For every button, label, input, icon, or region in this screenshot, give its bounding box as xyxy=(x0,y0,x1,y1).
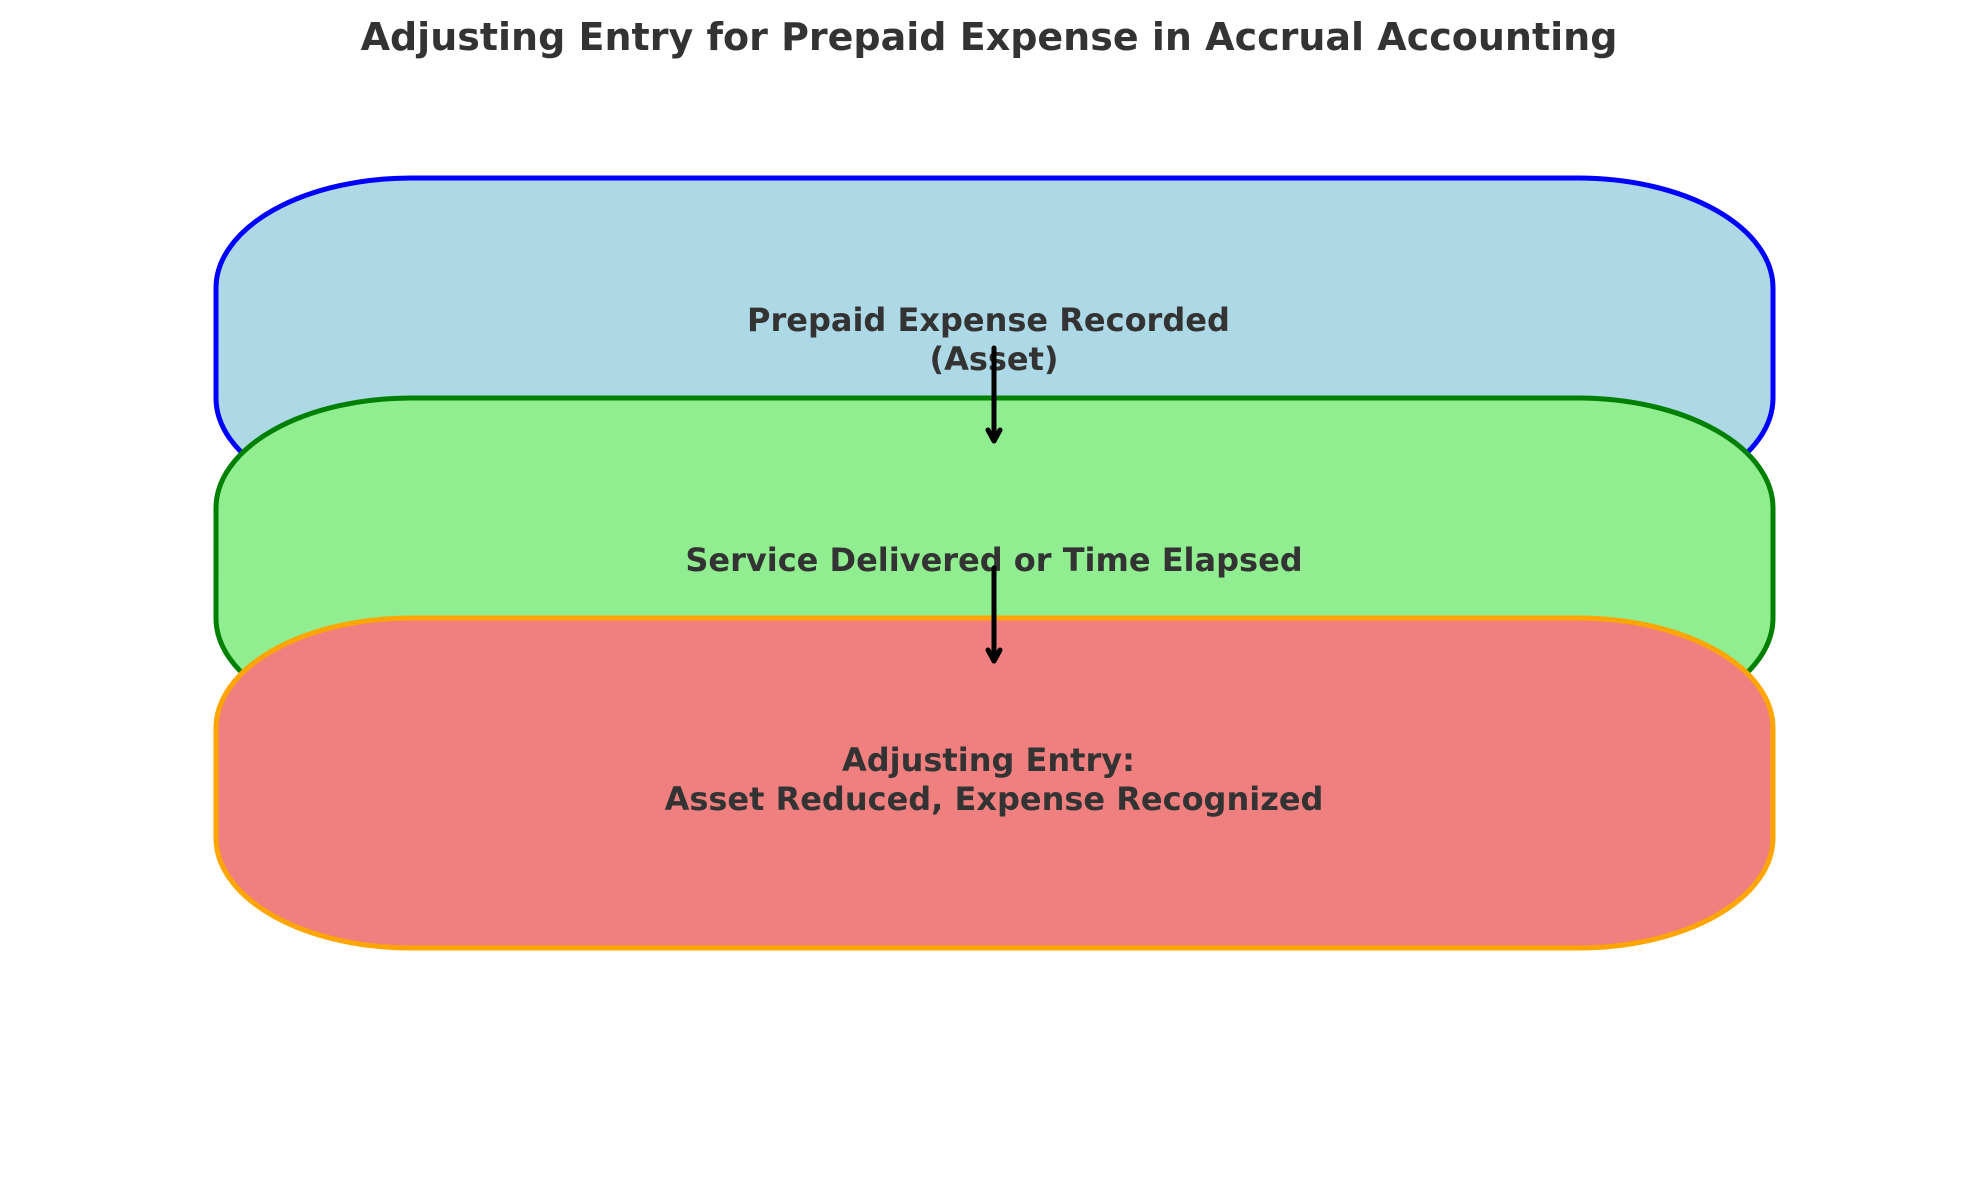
node-label-line: Adjusting Entry: xyxy=(842,741,1135,779)
node-adjusting-entry: Adjusting Entry: Asset Reduced, Expense … xyxy=(213,615,1776,951)
node-label: Prepaid Expense Recorded (Asset) xyxy=(747,301,1241,378)
edge-service-to-adjusting xyxy=(985,565,1003,664)
edge-prepaid-to-service xyxy=(985,345,1003,444)
node-label-line: Asset Reduced, Expense Recognized xyxy=(665,780,1324,818)
node-label: Adjusting Entry: Asset Reduced, Expense … xyxy=(665,741,1324,818)
arrow-head-icon xyxy=(985,427,1003,444)
arrow-head-icon xyxy=(985,647,1003,664)
node-label-line: Prepaid Expense Recorded xyxy=(747,301,1230,339)
diagram-title: Adjusting Entry for Prepaid Expense in A… xyxy=(361,15,1618,59)
